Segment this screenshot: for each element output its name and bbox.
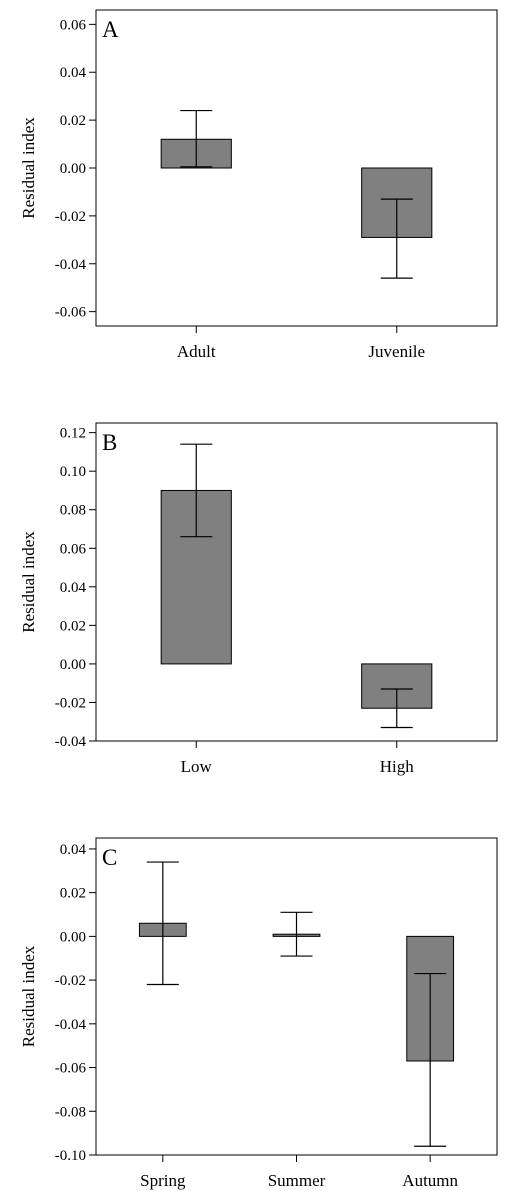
plot-frame xyxy=(95,9,498,327)
x-category-label: Low xyxy=(181,757,213,776)
chart-panel-b: -0.04 -0.02 0.00 0.02 0.04 0.06 0.08 0.10 0.12 Re… xyxy=(19,422,498,776)
y-tick-label: 0.02 xyxy=(60,886,86,902)
x-category-label: Spring xyxy=(140,1171,186,1190)
y-tick-label: 0.02 xyxy=(60,113,86,129)
y-tick-label: 0.12 xyxy=(60,426,86,442)
y-tick-label: -0.02 xyxy=(55,973,86,989)
y-tick-label: 0.08 xyxy=(60,503,86,519)
panel-label: C xyxy=(102,845,117,870)
y-tick-label: 0.06 xyxy=(60,541,87,557)
y-axis-title: Residual index xyxy=(19,117,38,219)
y-tick-label: 0.00 xyxy=(60,161,86,177)
y-tick-label: 0.04 xyxy=(60,580,87,596)
x-category-label: Summer xyxy=(268,1171,326,1190)
y-tick-label: 0.00 xyxy=(60,657,86,673)
y-tick-label: -0.08 xyxy=(55,1104,86,1120)
x-category-label: Adult xyxy=(177,342,216,361)
y-tick-label: -0.02 xyxy=(55,695,86,711)
y-tick-label: 0.04 xyxy=(60,65,87,81)
panel-label: B xyxy=(102,430,117,455)
y-tick-label: 0.06 xyxy=(60,17,87,33)
y-tick-label: 0.00 xyxy=(60,929,86,945)
panel-label: A xyxy=(102,17,119,42)
y-tick-label: -0.04 xyxy=(55,1017,87,1033)
y-tick-label: 0.02 xyxy=(60,618,86,634)
y-tick-label: -0.02 xyxy=(55,209,86,225)
x-category-label: Autumn xyxy=(402,1171,458,1190)
x-category-label: Juvenile xyxy=(368,342,425,361)
chart-panel-c: -0.10 -0.08 -0.06 -0.04 -0.02 0.00 0.02 0.04 Res… xyxy=(19,837,498,1190)
y-tick-label: -0.04 xyxy=(55,257,87,273)
y-axis-title: Residual index xyxy=(19,531,38,633)
chart-panel-a: -0.06 -0.04 -0.02 0.00 0.02 0.04 0.06 Residual … xyxy=(19,9,498,361)
y-axis-title: Residual index xyxy=(19,945,38,1047)
y-tick-label: 0.04 xyxy=(60,842,87,858)
x-category-label: High xyxy=(380,757,415,776)
y-tick-label: 0.10 xyxy=(60,464,86,480)
y-tick-label: -0.06 xyxy=(55,1061,87,1077)
plot-frame xyxy=(95,422,498,742)
y-tick-label: -0.10 xyxy=(55,1148,86,1164)
y-tick-label: -0.06 xyxy=(55,305,87,321)
y-tick-label: -0.04 xyxy=(55,734,87,750)
